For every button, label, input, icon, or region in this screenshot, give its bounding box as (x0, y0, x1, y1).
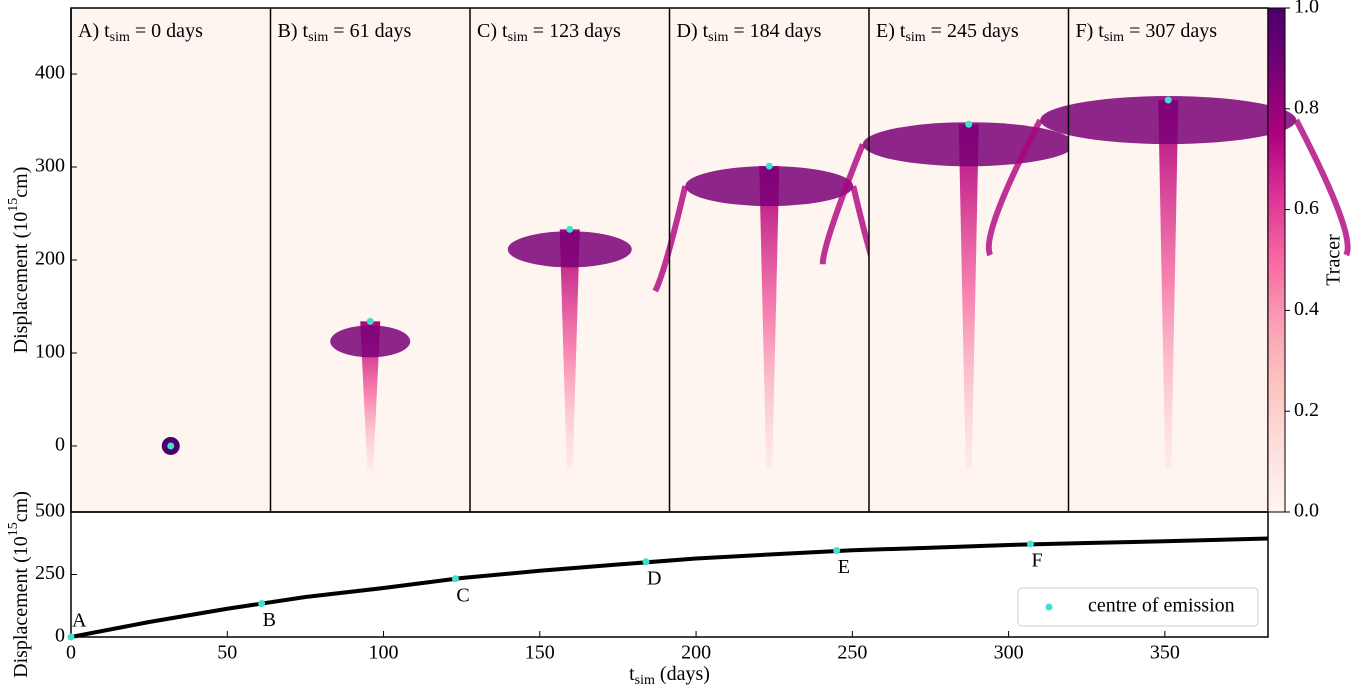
y-tick-label: 500 (35, 500, 65, 522)
plume-tail (759, 166, 780, 470)
text-part: = 61 days (328, 20, 411, 42)
text-part: A) t (78, 20, 110, 42)
scatter-point (833, 547, 841, 554)
text-part: E) t (876, 20, 906, 42)
point-label: F (1031, 550, 1042, 572)
text-part: = 245 days (926, 20, 1019, 42)
x-tick-label: 50 (217, 642, 237, 664)
point-label: E (838, 556, 850, 578)
scatter-point (642, 558, 650, 566)
x-tick-label: 200 (681, 642, 711, 664)
text-part: (days) (655, 663, 710, 685)
scatter-point (258, 600, 266, 607)
y-tick-label: 200 (35, 248, 65, 270)
colorbar-label: Tracer (1323, 234, 1345, 286)
text-part: = 123 days (528, 20, 621, 42)
y-axis-label: Displacement (1015cm) (6, 491, 31, 678)
y-tick-label: 0 (55, 434, 65, 456)
y-tick-label: 400 (35, 62, 65, 84)
text-part: F) t (1076, 20, 1105, 42)
scatter-point (1026, 540, 1034, 548)
colorbar-tick-label: 1.0 (1294, 0, 1319, 18)
scatter-point (67, 633, 75, 641)
plume-head (330, 325, 411, 358)
x-axis-label: tsim (days) (629, 663, 710, 689)
text-part: 15 (6, 522, 21, 536)
y-tick-label: 100 (35, 341, 65, 363)
panel-title: E) tsim = 245 days (876, 20, 1019, 46)
text-part: sim (308, 30, 328, 45)
colorbar-tick-label: 0.8 (1294, 96, 1319, 118)
plume-tail (958, 124, 979, 470)
colorbar-tick-label: 0.0 (1294, 500, 1319, 522)
centre-marker (1164, 96, 1172, 104)
point-label: C (456, 584, 469, 606)
x-tick-label: 250 (837, 642, 867, 664)
point-label: D (647, 567, 661, 589)
line (70, 536, 1269, 639)
point-label: A (72, 610, 87, 632)
centre-marker (965, 120, 973, 128)
panel-title: A) tsim = 0 days (78, 20, 203, 46)
text-part: = 0 days (130, 20, 203, 42)
x-tick-label: 300 (994, 642, 1024, 664)
panel-title: F) tsim = 307 days (1076, 20, 1218, 46)
legend-label: centre of emission (1088, 595, 1235, 617)
text-part: = 307 days (1124, 20, 1217, 42)
plume-head (685, 166, 854, 207)
panel (71, 8, 271, 512)
text-part: Displacement (10 (10, 212, 32, 354)
centre-marker (566, 225, 574, 233)
text-part: sim (508, 30, 528, 45)
text-part: t (629, 663, 635, 685)
text-part: D) t (677, 20, 709, 42)
text-part: sim (708, 30, 728, 45)
y-tick-label: 300 (35, 155, 65, 177)
y-axis-label: Displacement (1015cm) (6, 167, 31, 354)
text-part: 15 (6, 198, 21, 212)
centre-marker (167, 442, 175, 450)
text-part: cm) (10, 167, 32, 198)
text-part: B) t (278, 20, 309, 42)
text-part: cm) (10, 491, 32, 522)
text-part: sim (905, 30, 925, 45)
text-part: Displacement (10 (10, 536, 32, 678)
y-tick-label: 0 (55, 625, 65, 647)
text-part: sim (635, 673, 655, 688)
x-tick-label: 350 (1150, 642, 1180, 664)
legend-marker (1045, 603, 1053, 611)
scatter-point (451, 575, 459, 583)
centre-marker (366, 317, 374, 325)
colorbar-tick-label: 0.6 (1294, 197, 1319, 219)
panel-title: B) tsim = 61 days (278, 20, 412, 46)
text-part: = 184 days (728, 20, 821, 42)
panel-title: C) tsim = 123 days (477, 20, 621, 46)
plume-head (507, 231, 632, 268)
plume-tail (1158, 100, 1179, 470)
text-part: sim (110, 30, 130, 45)
x-tick-label: 150 (525, 642, 555, 664)
plume-head (862, 122, 1075, 167)
colorbar-tick-label: 0.4 (1294, 298, 1319, 320)
point-label: B (263, 609, 276, 631)
plume-tail (559, 229, 580, 470)
legend-box (1017, 587, 1259, 627)
x-tick-label: 0 (66, 642, 76, 664)
centre-marker (765, 162, 773, 170)
text-part: C) t (477, 20, 508, 42)
y-tick-label: 250 (35, 562, 65, 584)
text-part: sim (1104, 30, 1124, 45)
plume-wings (985, 118, 1351, 257)
panel-title: D) tsim = 184 days (677, 20, 822, 46)
plume-tail (360, 321, 381, 470)
colorbar-tick-label: 0.2 (1294, 399, 1319, 421)
x-tick-label: 100 (369, 642, 399, 664)
plume-head (1040, 96, 1297, 145)
colorbar (1267, 7, 1286, 513)
